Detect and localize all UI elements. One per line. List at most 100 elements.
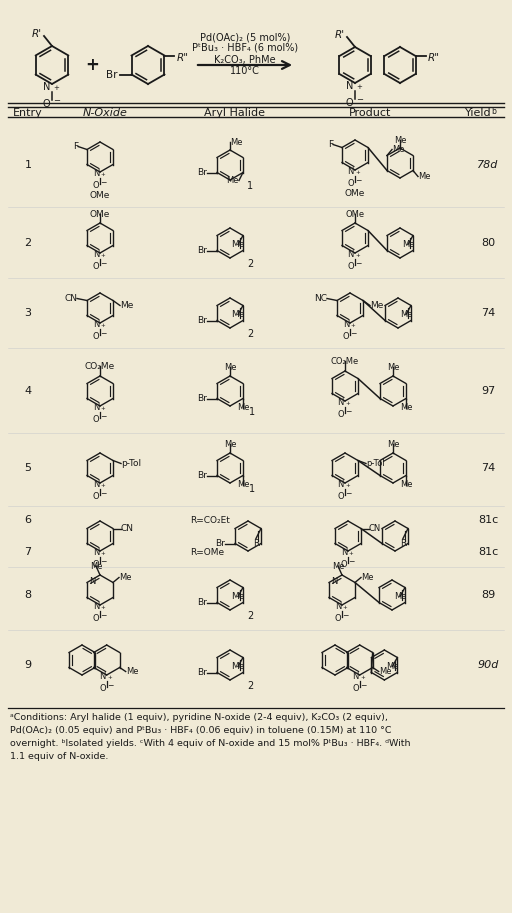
- Text: 78d: 78d: [477, 160, 499, 170]
- Text: 2: 2: [247, 329, 253, 339]
- Text: Br: Br: [197, 168, 207, 177]
- Text: R=OMe: R=OMe: [190, 548, 224, 557]
- Text: Product: Product: [349, 108, 391, 118]
- Text: Br: Br: [197, 394, 207, 403]
- Text: O: O: [92, 262, 99, 271]
- Text: CN: CN: [121, 524, 134, 533]
- Text: N: N: [99, 672, 105, 681]
- Text: O: O: [346, 98, 353, 108]
- Text: R': R': [32, 29, 42, 39]
- Text: +: +: [346, 483, 350, 488]
- Text: R': R': [335, 30, 345, 40]
- Text: Me: Me: [370, 301, 383, 310]
- Text: Yield: Yield: [465, 108, 492, 118]
- Text: Me: Me: [231, 662, 245, 671]
- Text: OMe: OMe: [90, 209, 110, 218]
- Text: Me: Me: [120, 301, 133, 310]
- Text: 4: 4: [25, 386, 32, 396]
- Text: 1: 1: [25, 160, 32, 170]
- Text: N: N: [93, 403, 99, 412]
- Text: F: F: [328, 140, 333, 149]
- Text: Br: Br: [197, 246, 207, 255]
- Text: R: R: [400, 539, 406, 548]
- Text: overnight. ᵇIsolated yields. ᶜWith 4 equiv of N-oxide and 15 mol% PᵗBu₃ · HBF₄. : overnight. ᵇIsolated yields. ᶜWith 4 equ…: [10, 739, 411, 748]
- Text: 89: 89: [481, 590, 495, 600]
- Text: +: +: [343, 605, 347, 610]
- Text: N: N: [93, 480, 99, 489]
- Text: −: −: [355, 259, 362, 268]
- Text: +: +: [100, 605, 105, 610]
- Text: Me: Me: [379, 667, 391, 676]
- Text: +: +: [355, 170, 360, 175]
- Text: N: N: [93, 320, 99, 329]
- Text: 90d: 90d: [477, 660, 499, 670]
- Text: N: N: [352, 672, 359, 681]
- Text: 8: 8: [25, 590, 32, 600]
- Text: O: O: [347, 179, 354, 188]
- Text: −: −: [355, 176, 362, 185]
- Text: 2: 2: [247, 259, 253, 269]
- Text: −: −: [100, 558, 107, 566]
- Text: N: N: [93, 169, 99, 178]
- Text: Me: Me: [392, 145, 404, 154]
- Text: O: O: [92, 614, 99, 623]
- Text: N: N: [337, 398, 344, 407]
- Text: +: +: [351, 323, 355, 328]
- Text: Me: Me: [394, 135, 406, 144]
- Text: Me: Me: [402, 240, 414, 249]
- Text: Me: Me: [386, 662, 399, 671]
- Text: Me: Me: [90, 561, 102, 571]
- Text: 9: 9: [25, 660, 32, 670]
- Text: O: O: [42, 99, 50, 109]
- Text: Me: Me: [224, 362, 236, 372]
- Text: O: O: [92, 492, 99, 501]
- Text: N: N: [343, 320, 349, 329]
- Text: OMe: OMe: [90, 191, 110, 200]
- Text: −: −: [100, 259, 107, 268]
- Text: N: N: [348, 250, 354, 259]
- Text: O: O: [334, 614, 341, 623]
- Text: Me: Me: [387, 439, 399, 448]
- Text: PᵗBu₃ · HBF₄ (6 mol%): PᵗBu₃ · HBF₄ (6 mol%): [192, 42, 298, 52]
- Text: F: F: [73, 142, 78, 151]
- Text: O: O: [340, 560, 347, 569]
- Text: Me: Me: [387, 362, 399, 372]
- Text: +: +: [360, 675, 365, 680]
- Text: O: O: [337, 410, 344, 419]
- Text: N: N: [340, 548, 347, 557]
- Text: CN: CN: [369, 524, 381, 533]
- Text: 97: 97: [481, 386, 495, 396]
- Text: +: +: [100, 172, 105, 177]
- Text: +: +: [107, 675, 112, 680]
- Text: +: +: [100, 253, 105, 258]
- Text: N: N: [93, 250, 99, 259]
- Text: Br: Br: [215, 539, 225, 548]
- Text: Me: Me: [400, 480, 412, 489]
- Text: 74: 74: [481, 308, 495, 318]
- Text: Pd(OAc)₂ (0.05 equiv) and PᵗBu₃ · HBF₄ (0.06 equiv) in toluene (0.15M) at 110 °C: Pd(OAc)₂ (0.05 equiv) and PᵗBu₃ · HBF₄ (…: [10, 726, 392, 735]
- Text: +: +: [100, 483, 105, 488]
- Text: p-Tol: p-Tol: [366, 459, 385, 468]
- Text: +: +: [100, 551, 105, 556]
- Text: Pd(OAc)₂ (5 mol%): Pd(OAc)₂ (5 mol%): [200, 32, 290, 42]
- Text: Me: Me: [125, 667, 138, 676]
- Text: N: N: [346, 81, 353, 91]
- Text: 110°C: 110°C: [230, 66, 260, 76]
- Text: 1: 1: [249, 407, 255, 417]
- Text: +: +: [53, 85, 59, 91]
- Text: −: −: [53, 97, 60, 106]
- Text: −: −: [107, 681, 114, 690]
- Text: −: −: [346, 407, 352, 416]
- Text: R": R": [177, 53, 188, 62]
- Text: Me: Me: [231, 310, 245, 319]
- Text: Me: Me: [361, 573, 373, 582]
- Text: R": R": [428, 53, 440, 63]
- Text: R=CO₂Et: R=CO₂Et: [190, 516, 230, 524]
- Text: −: −: [100, 330, 107, 339]
- Text: Br: Br: [197, 668, 207, 677]
- Text: 3: 3: [25, 308, 32, 318]
- Text: −: −: [360, 681, 367, 690]
- Text: N: N: [93, 602, 99, 611]
- Text: 1.1 equiv of N-oxide.: 1.1 equiv of N-oxide.: [10, 752, 109, 761]
- Text: O: O: [92, 560, 99, 569]
